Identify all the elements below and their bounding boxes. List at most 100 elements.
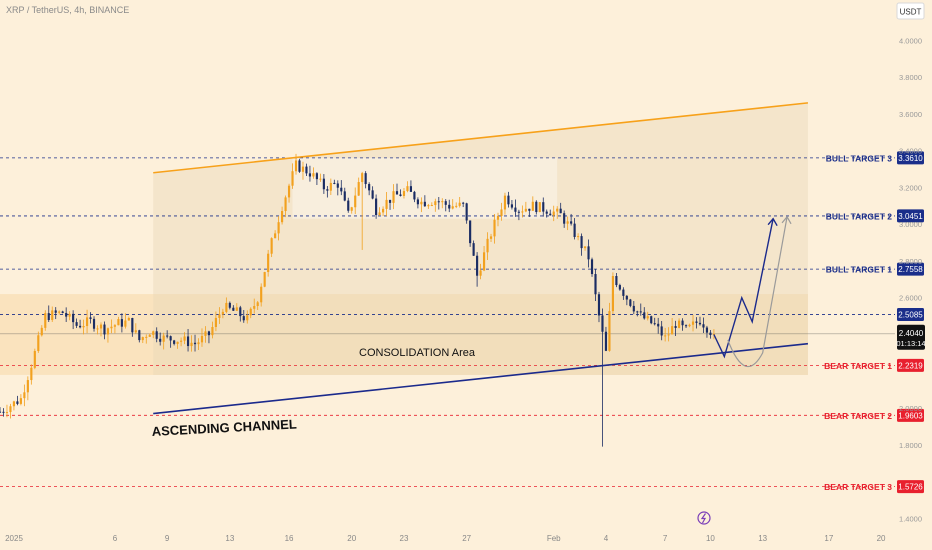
time-axis[interactable]: 2025 6 9 13 16 20 23 27 Feb 4 7 10 13 17 20 (5, 534, 886, 543)
candle-body (660, 326, 663, 336)
candle-body (664, 335, 667, 337)
candle-body (531, 201, 534, 211)
candle-body (538, 202, 541, 213)
projection-path-gray (727, 216, 788, 368)
price-axis[interactable]: 3.3610 3.0451 2.7558 2.5085 2.2319 1.9603 1.57… (896, 36, 925, 523)
candle-body (204, 331, 207, 336)
level-price-tag[interactable] (897, 151, 924, 165)
candle-body (549, 213, 552, 216)
candle-body (618, 285, 621, 290)
candle-body (395, 191, 399, 195)
x-tick-label: 16 (285, 534, 294, 543)
flash-icon[interactable] (697, 511, 711, 525)
current-price-label: 2.4040 (899, 329, 924, 338)
y-tick-label: 2.0000 (899, 404, 922, 413)
candle-body (312, 173, 315, 177)
candle-body (354, 195, 357, 208)
y-tick-label: 1.8000 (899, 441, 922, 450)
x-tick-label: 6 (113, 534, 118, 543)
candle-body (489, 236, 493, 239)
candle-body (131, 317, 134, 333)
candle-body (65, 312, 68, 317)
candle-body (350, 207, 353, 211)
projection-path-blue (713, 218, 774, 359)
candle-body (113, 325, 117, 327)
candle-body (152, 331, 155, 335)
candle-body (434, 201, 437, 206)
x-tick-label: 4 (604, 534, 609, 543)
current-price-tag[interactable] (897, 324, 925, 350)
level-price-tag[interactable] (897, 308, 924, 322)
candle-body (336, 183, 339, 188)
candle-body (423, 201, 426, 207)
currency-badge[interactable] (896, 2, 925, 20)
candle-body (691, 321, 695, 325)
candle-body (159, 338, 162, 342)
candle-body (40, 327, 43, 336)
candle-body (79, 325, 82, 328)
candle-body (5, 412, 9, 414)
candle-body (68, 313, 71, 317)
level-price-tag[interactable] (897, 408, 924, 422)
candle-body (242, 316, 245, 321)
level-price-tag[interactable] (897, 358, 924, 372)
candle-body (375, 198, 378, 216)
overlays-layer: BULL TARGET 3 BULL TARGET 2 BULL TARGET 1 B… (153, 102, 893, 492)
candle-body (573, 223, 576, 237)
candle-body (357, 182, 360, 196)
level-name: BULL TARGET 3 (826, 153, 893, 163)
candle-body (388, 199, 392, 203)
level-price-tag[interactable] (897, 480, 924, 494)
candle-body (371, 190, 374, 199)
candle-body (671, 326, 674, 335)
candle-body (263, 272, 266, 287)
candle-body (16, 401, 19, 404)
candle-body (106, 328, 110, 335)
x-tick-label: 10 (706, 534, 715, 543)
y-tick-label: 3.8000 (899, 73, 922, 82)
candle-body (211, 327, 214, 336)
candle-body (580, 236, 583, 249)
candle-body (514, 207, 517, 212)
candle-body (319, 178, 322, 180)
candle-body (169, 336, 172, 341)
candle-body (406, 186, 409, 192)
candle-body (329, 182, 332, 191)
candle-body (381, 208, 385, 213)
candle-body (239, 307, 242, 317)
candle-body (326, 189, 329, 191)
candle-body (44, 313, 47, 328)
candle-body (472, 243, 475, 256)
candle-body (510, 204, 514, 208)
candle-body (148, 334, 151, 337)
candle-body (333, 182, 336, 184)
candle-body (566, 221, 569, 224)
level-price-tag[interactable] (897, 209, 924, 223)
candle-body (552, 211, 555, 216)
candle-body (636, 311, 639, 313)
candle-body (451, 206, 454, 209)
candle-body (643, 312, 646, 319)
candle-body (176, 341, 179, 344)
candle-body (587, 246, 590, 260)
y-tick-label: 2.8000 (899, 257, 922, 266)
candle-body (267, 253, 270, 273)
candle-body (507, 195, 510, 205)
candle-body (653, 323, 656, 325)
candle-body (402, 191, 406, 196)
candles-layer (0, 153, 715, 447)
candle-body (270, 238, 273, 254)
candle-body (343, 191, 346, 201)
candle-body (503, 195, 507, 210)
candle-body (458, 202, 461, 206)
candle-body (183, 336, 186, 341)
candle-body (409, 186, 413, 192)
level-price-tag[interactable] (897, 262, 924, 276)
candle-body (117, 319, 120, 326)
candle-body (399, 194, 402, 196)
candle-body (629, 299, 632, 306)
candle-body (315, 173, 318, 180)
candle-body (535, 201, 538, 213)
consolidation-label: CONSOLIDATION Area (359, 347, 476, 359)
